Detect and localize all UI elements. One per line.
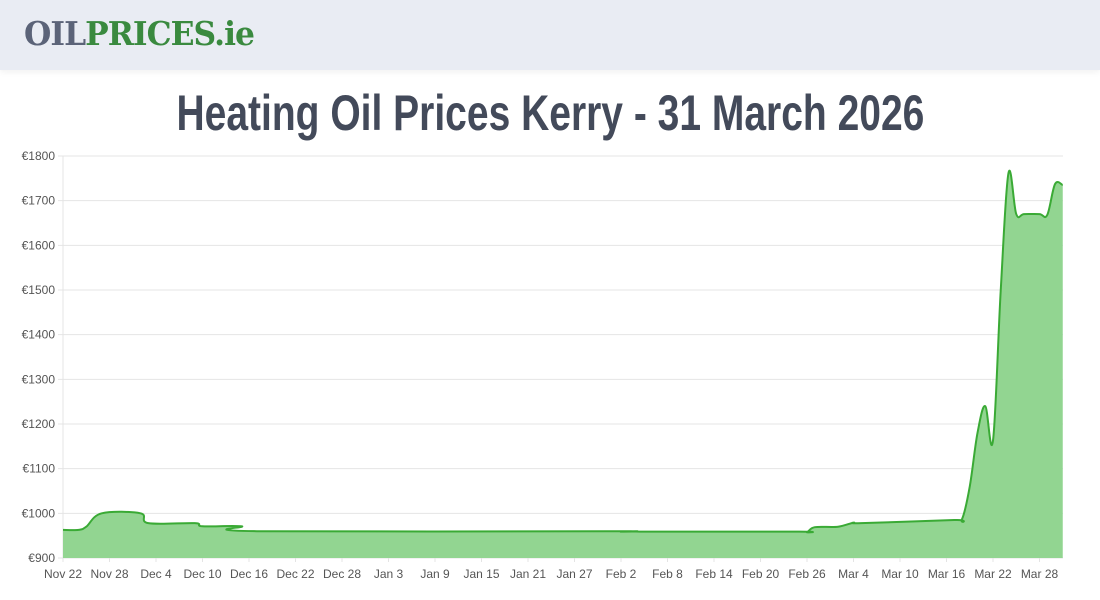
- x-tick-label: Feb 20: [742, 567, 780, 581]
- x-tick-label: Jan 3: [374, 567, 404, 581]
- y-tick-label: €1600: [22, 238, 56, 252]
- price-line: [62, 169, 1064, 534]
- x-tick-label: Nov 28: [90, 567, 128, 581]
- x-tick-label: Dec 10: [183, 567, 221, 581]
- x-tick-label: Jan 15: [463, 567, 499, 581]
- y-tick-label: €1200: [22, 417, 56, 431]
- y-tick-label: €1100: [23, 462, 56, 476]
- x-tick-label: Dec 22: [276, 567, 314, 581]
- x-tick-label: Jan 27: [556, 567, 592, 581]
- y-tick-label: €1800: [22, 149, 56, 163]
- page-title: Heating Oil Prices Kerry - 31 March 2026: [176, 85, 924, 141]
- y-tick-label: €1000: [22, 506, 56, 520]
- x-tick-label: Feb 2: [606, 567, 637, 581]
- x-tick-label: Mar 16: [928, 567, 966, 581]
- x-tick-label: Mar 28: [1021, 567, 1059, 581]
- x-tick-label: Jan 9: [420, 567, 450, 581]
- y-tick-label: €1700: [22, 194, 56, 208]
- x-tick-label: Feb 8: [652, 567, 683, 581]
- y-tick-label: €1400: [22, 328, 56, 342]
- x-tick-label: Feb 14: [695, 567, 733, 581]
- x-tick-label: Mar 4: [838, 567, 869, 581]
- x-tick-label: Dec 16: [230, 567, 268, 581]
- x-tick-label: Mar 10: [881, 567, 919, 581]
- site-logo[interactable]: OILPRICES.ie: [24, 14, 255, 53]
- price-area: [63, 170, 1063, 559]
- y-tick-label: €1300: [22, 372, 56, 386]
- y-tick-label: €900: [28, 551, 55, 565]
- x-tick-label: Jan 21: [510, 567, 546, 581]
- x-tick-label: Dec 4: [140, 567, 172, 581]
- logo-prices: PRICES.ie: [85, 14, 255, 53]
- site-header: OILPRICES.ie: [0, 0, 1100, 70]
- x-tick-label: Nov 22: [44, 567, 82, 581]
- y-tick-label: €1500: [22, 283, 56, 297]
- x-tick-label: Dec 28: [323, 567, 361, 581]
- x-tick-label: Mar 22: [974, 567, 1012, 581]
- x-tick-label: Feb 26: [788, 567, 826, 581]
- logo-oil: OIL: [24, 14, 86, 53]
